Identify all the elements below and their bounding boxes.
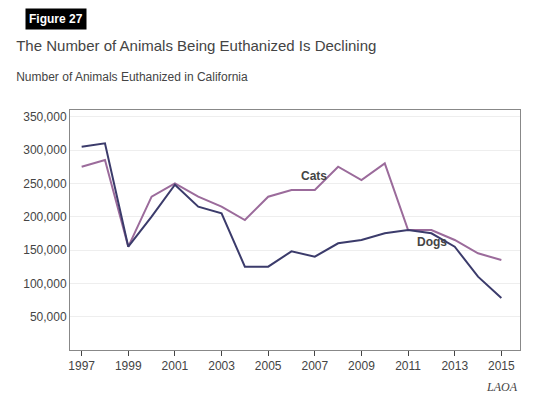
svg-text:200,000: 200,000 xyxy=(23,210,67,224)
svg-text:Cats: Cats xyxy=(301,169,327,183)
svg-text:Figure 27: Figure 27 xyxy=(29,12,83,26)
svg-text:2015: 2015 xyxy=(488,359,515,373)
svg-text:2009: 2009 xyxy=(348,359,375,373)
svg-text:100,000: 100,000 xyxy=(23,277,67,291)
svg-text:350,000: 350,000 xyxy=(23,110,67,124)
svg-text:150,000: 150,000 xyxy=(23,243,67,257)
svg-text:250,000: 250,000 xyxy=(23,177,67,191)
svg-text:The Number of Animals Being Eu: The Number of Animals Being Euthanized I… xyxy=(16,37,376,54)
svg-text:Number of Animals Euthanized i: Number of Animals Euthanized in Californ… xyxy=(16,70,248,84)
svg-text:1999: 1999 xyxy=(115,359,142,373)
svg-text:2007: 2007 xyxy=(301,359,328,373)
svg-text:2001: 2001 xyxy=(162,359,189,373)
svg-text:Dogs: Dogs xyxy=(417,235,447,249)
svg-text:LAOA: LAOA xyxy=(486,380,518,394)
svg-text:300,000: 300,000 xyxy=(23,143,67,157)
svg-text:2003: 2003 xyxy=(208,359,235,373)
svg-text:1997: 1997 xyxy=(68,359,95,373)
svg-text:50,000: 50,000 xyxy=(30,310,67,324)
svg-text:2013: 2013 xyxy=(441,359,468,373)
svg-text:2005: 2005 xyxy=(255,359,282,373)
svg-text:2011: 2011 xyxy=(395,359,421,373)
